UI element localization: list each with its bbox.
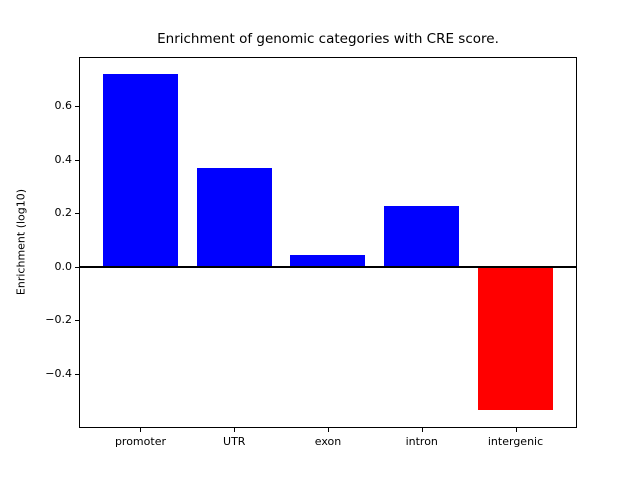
bar-UTR — [196, 167, 272, 267]
y-tick-mark — [75, 373, 79, 375]
y-tick-label: 0.2 — [54, 206, 73, 220]
y-tick-mark — [75, 159, 79, 161]
x-tick-label-intergenic: intergenic — [487, 435, 544, 448]
bar-intergenic — [478, 266, 554, 410]
x-tick-label-intron: intron — [405, 435, 438, 448]
y-tick-label: 0.6 — [54, 99, 73, 113]
zero-line — [80, 265, 576, 268]
x-tick-mark — [421, 428, 423, 432]
x-tick-mark — [234, 428, 236, 432]
y-tick-mark — [75, 266, 79, 268]
y-tick-label: 0.4 — [54, 152, 73, 166]
x-tick-mark — [515, 428, 517, 432]
x-tick-mark — [140, 428, 142, 432]
y-tick-mark — [75, 320, 79, 322]
x-tick-mark — [328, 428, 329, 432]
y-tick-mark — [75, 213, 79, 215]
x-tick-label-promoter: promoter — [114, 435, 166, 448]
y-tick-label: 0.0 — [54, 259, 73, 273]
x-tick-label-exon: exon — [314, 435, 342, 448]
x-tick-label-UTR: UTR — [223, 435, 246, 448]
y-tick-mark — [75, 106, 79, 108]
chart-title: Enrichment of genomic categories with CR… — [157, 31, 499, 47]
bar-promoter — [102, 74, 178, 267]
bar-intron — [384, 206, 460, 267]
y-tick-label: −0.4 — [45, 366, 72, 380]
bar-exon — [290, 254, 366, 267]
y-tick-label: −0.2 — [45, 313, 72, 327]
y-axis-label: Enrichment (log10) — [14, 188, 28, 296]
